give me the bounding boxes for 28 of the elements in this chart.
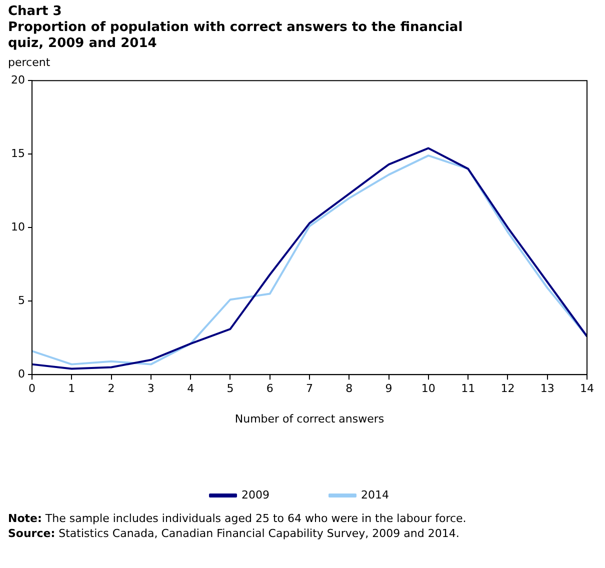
x-tick-label: 13 <box>540 382 554 396</box>
chart-subtitle: Proportion of population with correct answers to the financial quiz, 2009 and 2014 <box>8 20 464 52</box>
legend-label: 2014 <box>361 488 389 502</box>
x-tick-label: 1 <box>68 382 76 396</box>
y-axis-title: percent <box>8 56 52 69</box>
source-note: Source: Statistics Canada, Canadian Financial Capability Survey, 2009 and 2014. <box>8 526 460 541</box>
y-tick-label: 5 <box>18 294 25 307</box>
x-tick-label: 8 <box>346 382 353 396</box>
x-tick-label: 10 <box>421 382 436 396</box>
y-tick-label: 10 <box>10 220 25 234</box>
x-tick-label: 9 <box>385 382 392 396</box>
x-tick-label: 4 <box>187 382 194 396</box>
x-tick-label: 3 <box>147 382 154 396</box>
x-tick-label: 11 <box>461 382 476 396</box>
x-tick-label: 0 <box>28 382 36 396</box>
x-tick-label: 2 <box>108 382 115 396</box>
x-tick-label: 5 <box>226 382 234 396</box>
legend-label: 2009 <box>242 488 270 502</box>
y-tick-label: 20 <box>10 73 25 86</box>
y-tick-label: 15 <box>10 146 25 160</box>
chart-title: Chart 3 <box>8 4 63 20</box>
x-tick-label: 6 <box>266 382 274 396</box>
x-tick-label: 12 <box>500 382 515 396</box>
x-axis-title: Number of correct answers <box>234 412 384 426</box>
x-tick-label: 14 <box>580 382 594 396</box>
text: Note: The sample includes individuals aged 25 to 64 who were in the labour force. <box>8 511 468 526</box>
x-tick-label: 7 <box>306 382 313 396</box>
y-tick-label: 0 <box>18 367 25 380</box>
